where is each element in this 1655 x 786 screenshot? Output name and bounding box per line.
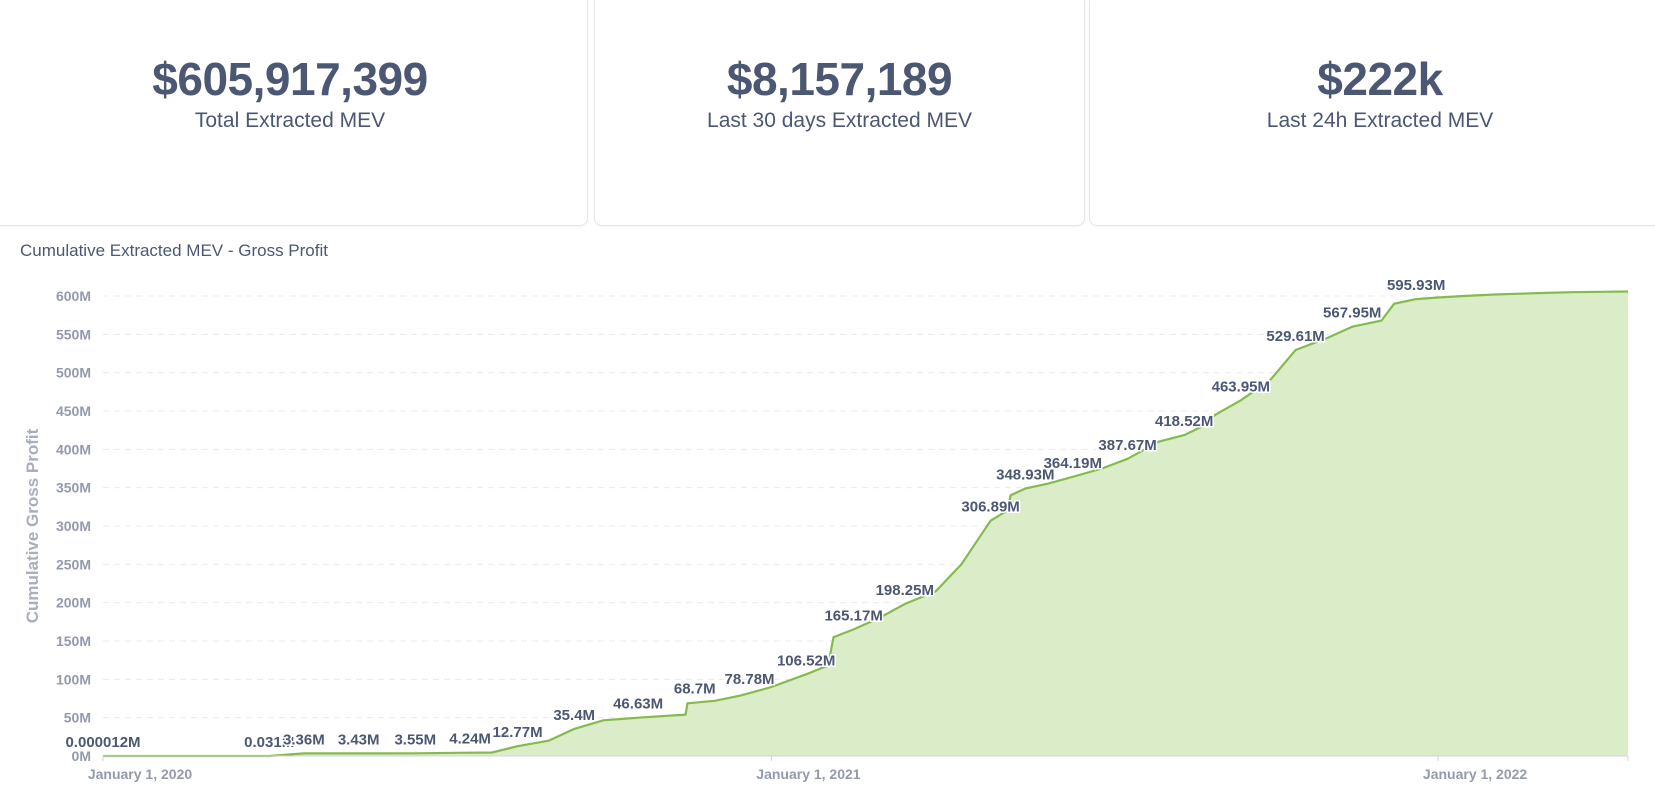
data-label: 165.17M: [824, 607, 882, 624]
area-fill: [103, 291, 1628, 756]
data-label: 68.7M: [674, 681, 716, 698]
data-label: 529.61M: [1266, 328, 1324, 345]
data-label: 4.24M: [449, 731, 491, 748]
data-label: 348.93M: [996, 466, 1054, 483]
data-label: 46.63M: [613, 696, 663, 713]
x-tick-label: January 1, 2022: [1423, 766, 1528, 782]
data-label: 364.19M: [1044, 455, 1102, 472]
stat-card-30d: $8,157,189 Last 30 days Extracted MEV: [594, 0, 1085, 226]
stat-value: $8,157,189: [726, 53, 953, 105]
data-label: 306.89M: [961, 499, 1019, 516]
y-tick-label: 500M: [56, 365, 91, 381]
stat-card-total: $605,917,399 Total Extracted MEV: [0, 0, 588, 226]
x-tick-label: January 1, 2020: [88, 766, 193, 782]
stat-value: $605,917,399: [152, 53, 428, 105]
x-tick-label: January 1, 2021: [756, 766, 861, 782]
data-label: 198.25M: [876, 582, 934, 599]
y-tick-label: 100M: [56, 671, 91, 687]
y-tick-label: 250M: [56, 556, 91, 572]
y-tick-label: 600M: [56, 288, 91, 304]
y-tick-label: 400M: [56, 441, 91, 457]
stat-label: Last 30 days Extracted MEV: [707, 109, 972, 132]
data-label: 418.52M: [1155, 413, 1213, 430]
stat-label: Last 24h Extracted MEV: [1266, 109, 1494, 132]
data-label: 78.78M: [725, 671, 775, 688]
y-tick-label: 300M: [56, 518, 91, 534]
data-label: 3.55M: [394, 731, 436, 748]
data-label: 567.95M: [1323, 305, 1381, 322]
y-axis-title: Cumulative Gross Profit: [23, 428, 42, 623]
y-tick-label: 450M: [56, 403, 91, 419]
stat-card-24h: $222k Last 24h Extracted MEV: [1089, 0, 1655, 226]
y-tick-label: 550M: [56, 326, 91, 342]
y-tick-label: 150M: [56, 633, 91, 649]
data-label: 0.000012M: [65, 734, 140, 751]
stat-value: $222k: [1317, 53, 1443, 105]
data-label: 3.36M: [283, 731, 325, 748]
data-label: 387.67M: [1098, 437, 1156, 454]
data-label: 3.43M: [338, 731, 380, 748]
series-line: [103, 290, 1629, 758]
stat-label: Total Extracted MEV: [194, 109, 386, 132]
data-label: 35.4M: [553, 707, 595, 724]
y-tick-label: 0M: [72, 748, 91, 764]
y-tick-label: 350M: [56, 480, 91, 496]
data-label: 463.95M: [1212, 378, 1270, 395]
data-label: 106.52M: [777, 652, 835, 669]
data-label: 12.77M: [493, 724, 543, 741]
data-label: 0.031M: [244, 734, 294, 751]
data-label: 595.93M: [1387, 277, 1445, 294]
y-tick-label: 50M: [64, 710, 91, 726]
y-tick-label: 200M: [56, 595, 91, 611]
chart-title: Cumulative Extracted MEV - Gross Profit: [20, 241, 328, 260]
